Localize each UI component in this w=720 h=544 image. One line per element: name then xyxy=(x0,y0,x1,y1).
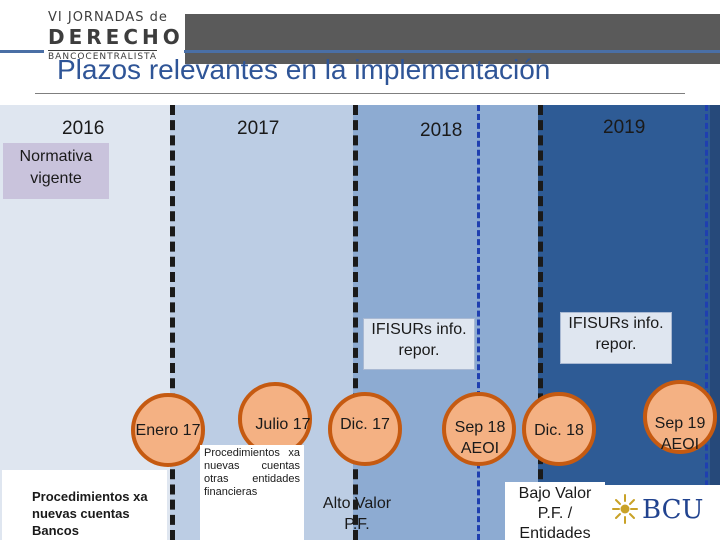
normativa-label: Normativa vigente xyxy=(19,148,93,187)
note-alto-valor: Alto Valor P.F. xyxy=(322,495,392,533)
marker-sep-18 xyxy=(477,105,480,540)
marker-sep-19 xyxy=(705,105,708,540)
milestone-label-dic-18: Dic. 18 xyxy=(534,422,584,439)
year-label-2016: 2016 xyxy=(62,118,105,139)
milestone-circle-sep-19 xyxy=(643,380,717,454)
separator-2018-2019 xyxy=(538,105,543,540)
milestone-circle-enero-17 xyxy=(131,393,205,467)
year-label-2017: 2017 xyxy=(237,118,280,139)
ifisurs-callout-2019: IFISURs info. repor. xyxy=(560,312,672,364)
ifisurs-callout-2018: IFISURs info. repor. xyxy=(363,318,475,370)
logo-line-3: BANCOCENTRALISTA xyxy=(48,50,158,62)
logo-line-2: DERECHO xyxy=(48,25,184,49)
header-band xyxy=(185,14,720,64)
header-stripe xyxy=(0,50,720,53)
note-procedimientos-bancos: Procedimientos xa nuevas cuentas Bancos xyxy=(2,470,167,540)
year-label-2019: 2019 xyxy=(603,117,646,138)
separator-2017-2018 xyxy=(353,105,358,540)
milestone-label-dic-17: Dic. 17 xyxy=(340,416,390,433)
milestone-circle-dic-17 xyxy=(328,392,402,466)
separator-2016-2017 xyxy=(170,105,175,540)
logo-line-1: VI JORNADAS de xyxy=(48,10,168,25)
jornadas-logo: VI JORNADAS de DERECHO BANCOCENTRALISTA xyxy=(44,8,184,64)
milestone-label-enero-17: Enero 17 xyxy=(135,422,201,439)
normativa-box xyxy=(3,143,109,199)
title-divider xyxy=(35,93,685,94)
note-bajo-valor: Bajo Valor P.F. / Entidades xyxy=(505,482,605,542)
page-title: Plazos relevantes en la implementación xyxy=(57,54,551,85)
year-label-2018: 2018 xyxy=(420,120,463,141)
band-2019-edge xyxy=(710,105,720,540)
bcu-sun-icon xyxy=(612,494,638,524)
milestone-circle-sep-18 xyxy=(442,392,516,466)
milestone-label-sep-19: Sep 19 AEOI xyxy=(654,415,706,453)
milestone-label-julio-17: Julio 17 xyxy=(255,416,311,433)
note-procedimientos-entidades: Procedimientos xa nuevas cuentas otras e… xyxy=(200,445,304,540)
milestone-circle-dic-18 xyxy=(522,392,596,466)
milestone-label-sep-18: Sep 18 AEOI xyxy=(454,419,506,457)
bcu-wordmark: BCU xyxy=(642,495,704,525)
